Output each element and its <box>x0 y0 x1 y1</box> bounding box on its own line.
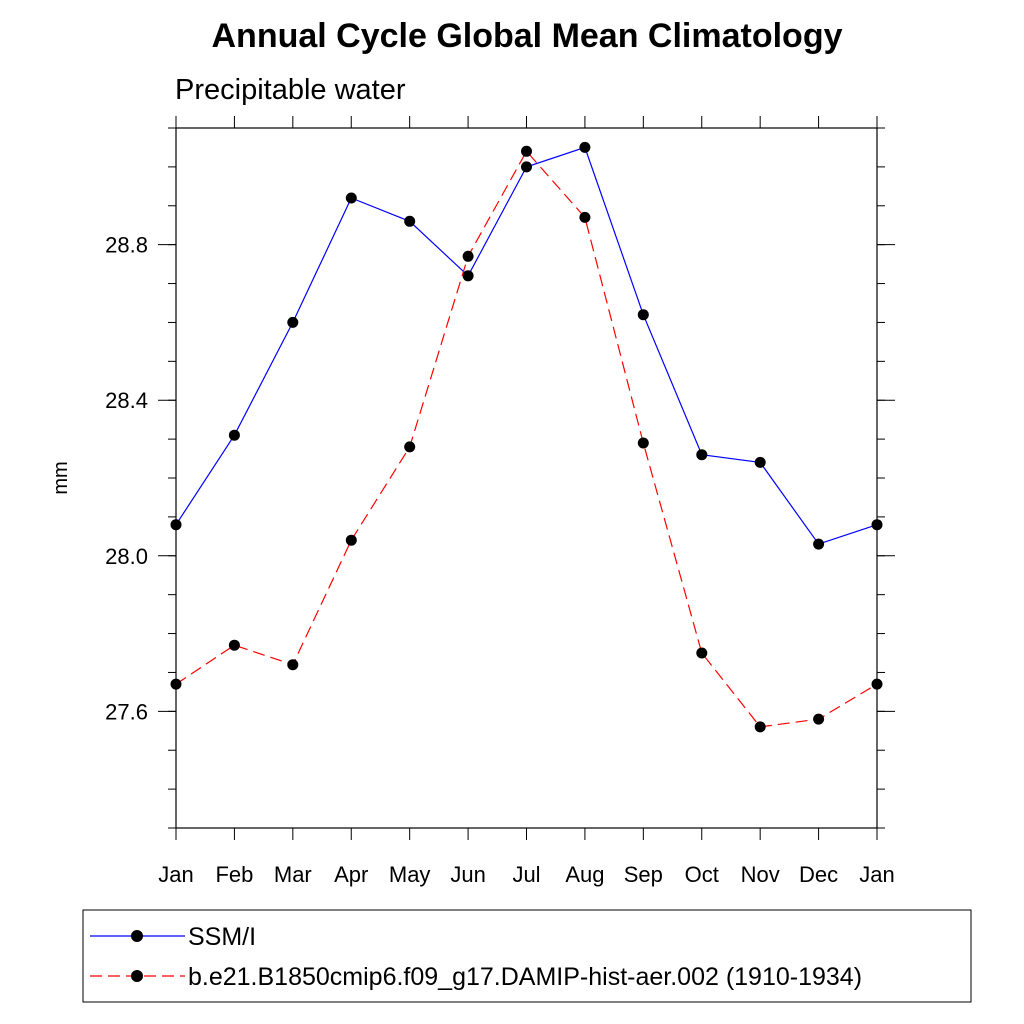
data-point-s1 <box>404 441 416 453</box>
axis-ticks <box>158 116 895 840</box>
data-point-s1 <box>754 721 766 733</box>
x-tick-label: Jul <box>512 862 540 887</box>
y-tick-labels: 27.6 28.0 28.4 28.8 <box>105 233 148 725</box>
data-point-s1 <box>170 678 182 690</box>
data-point-s1 <box>521 145 532 157</box>
data-point-s0 <box>579 141 591 153</box>
data-point-s0 <box>696 449 708 461</box>
data-point-s1 <box>287 659 299 671</box>
data-point-s0 <box>871 519 883 531</box>
chart-subtitle: Precipitable water <box>175 74 406 106</box>
x-tick-label: Jun <box>450 862 485 887</box>
y-axis-label: mm <box>50 461 72 494</box>
data-point-s1 <box>637 437 649 449</box>
x-tick-label: Nov <box>741 862 780 887</box>
series-line-1 <box>175 150 878 728</box>
data-point-s1 <box>228 639 240 651</box>
x-tick-label: Mar <box>274 862 312 887</box>
data-point-s1 <box>813 713 825 725</box>
y-tick-label: 28.8 <box>105 233 148 258</box>
legend-marker-ssmi <box>131 930 143 942</box>
data-point-s1 <box>345 534 357 546</box>
x-tick-label: Oct <box>685 862 719 887</box>
y-tick-label: 27.6 <box>105 699 148 724</box>
x-tick-label: Dec <box>799 862 838 887</box>
legend: SSM/I b.e21.B1850cmip6.f09_g17.DAMIP-his… <box>82 909 972 1003</box>
data-point-s0 <box>462 270 474 282</box>
data-point-s0 <box>521 161 532 173</box>
data-point-s1 <box>696 647 708 659</box>
y-tick-label: 28.0 <box>105 544 148 569</box>
data-point-s0 <box>754 456 766 468</box>
data-point-s0 <box>813 538 825 550</box>
series-line-0 <box>175 146 878 545</box>
data-point-s1 <box>871 678 883 690</box>
legend-label-ssmi: SSM/I <box>188 923 256 951</box>
legend-label-model: b.e21.B1850cmip6.f09_g17.DAMIP-hist-aer.… <box>188 963 862 991</box>
x-tick-label: Sep <box>624 862 663 887</box>
x-tick-label: Apr <box>334 862 368 887</box>
x-tick-label: Feb <box>215 862 253 887</box>
x-tick-label: Jan <box>158 862 193 887</box>
x-tick-label: Aug <box>565 862 604 887</box>
data-point-s0 <box>287 316 299 328</box>
legend-box <box>82 909 972 1003</box>
data-point-s0 <box>170 519 182 531</box>
chart-title: Annual Cycle Global Mean Climatology <box>212 17 843 55</box>
data-point-s0 <box>228 429 240 441</box>
data-point-s1 <box>462 250 474 262</box>
y-tick-label: 28.4 <box>105 388 148 413</box>
data-point-s0 <box>637 309 649 321</box>
data-point-s0 <box>345 192 357 204</box>
x-tick-label: Jan <box>859 862 894 887</box>
legend-marker-model <box>131 970 143 982</box>
x-tick-labels: Jan Feb Mar Apr May Jun Jul Aug Sep Oct Nov Dec Jan <box>158 862 894 887</box>
data-point-s1 <box>579 211 591 223</box>
series-layer <box>170 141 883 733</box>
data-point-s0 <box>404 215 416 227</box>
x-tick-label: May <box>389 862 431 887</box>
